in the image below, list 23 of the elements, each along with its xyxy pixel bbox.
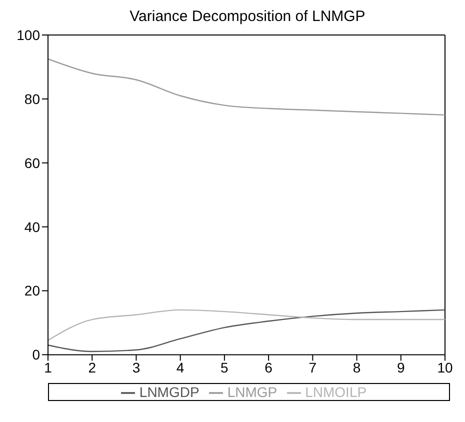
legend-label: LNMOILP — [305, 384, 367, 400]
x-tick-label: 3 — [132, 360, 140, 376]
line-series — [48, 58, 445, 116]
x-tick-label: 10 — [437, 360, 453, 376]
y-tick-label: 20 — [24, 282, 40, 299]
y-tick-label: 100 — [16, 26, 40, 43]
line-series — [48, 309, 445, 341]
line-series — [48, 309, 445, 352]
x-tick-label: 2 — [88, 360, 96, 376]
x-tick-label: 4 — [176, 360, 184, 376]
x-tick-label: 9 — [396, 360, 405, 376]
legend-label: LNMGDP — [139, 384, 200, 400]
x-tick-label: 6 — [264, 360, 273, 376]
x-tick-label: 8 — [352, 360, 361, 376]
y-tick-label: 60 — [24, 154, 40, 171]
y-tick-label: 80 — [24, 90, 40, 107]
x-tick-label: 5 — [220, 360, 229, 376]
y-tick-label: 0 — [32, 346, 40, 363]
legend-label: LNMGP — [227, 384, 278, 400]
x-tick-label: 1 — [44, 360, 52, 376]
y-tick-label: 40 — [24, 218, 40, 235]
x-tick-label: 7 — [308, 360, 317, 376]
chart-title: Variance Decomposition of LNMGP — [128, 8, 366, 25]
